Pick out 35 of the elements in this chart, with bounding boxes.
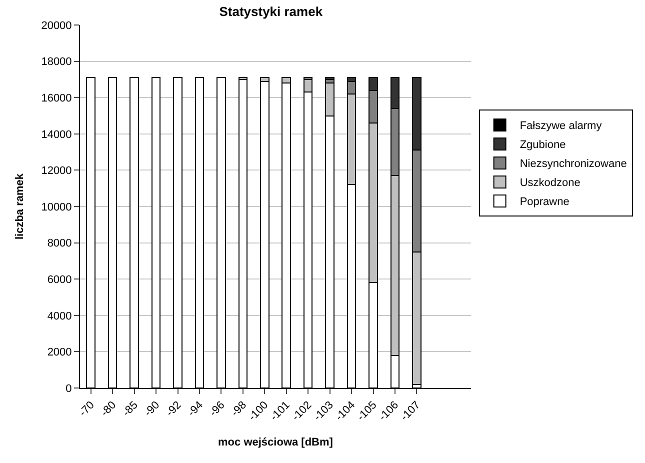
y-axis-title: liczba ramek	[14, 172, 26, 240]
x-axis-title: moc wejściowa [dBm]	[218, 436, 334, 448]
y-tick-label: 10000	[41, 201, 72, 214]
x-tick-label: -105	[355, 399, 380, 424]
y-tick-label: 2000	[47, 346, 72, 359]
legend-label: Fałszywe alarmy	[520, 120, 602, 132]
x-tick-label: -90	[142, 399, 162, 419]
x-tick-label: -85	[120, 399, 140, 419]
x-tick-label: -92	[164, 399, 184, 419]
y-tick-label: 18000	[41, 56, 72, 68]
x-tick-label: -107	[398, 399, 423, 424]
x-tick-label: -104	[333, 399, 358, 424]
y-tick-label: 6000	[47, 274, 72, 286]
x-tick-label: -106	[376, 399, 401, 424]
x-tick-label: -100	[246, 399, 271, 424]
x-tick-label: -101	[268, 399, 292, 424]
x-tick-label: -80	[98, 399, 119, 419]
x-tick-label: -103	[312, 399, 336, 424]
x-tick-label: -98	[229, 399, 249, 419]
x-tick-label: -96	[207, 399, 228, 419]
y-tick-label: 8000	[47, 238, 72, 250]
legend-label: Zgubione	[520, 139, 566, 152]
legend-label: Niezsynchronizowane	[520, 158, 627, 170]
x-tick-label: -102	[290, 399, 314, 424]
x-tick-label: -94	[186, 399, 206, 419]
chart-title: Statystyki ramek	[219, 4, 324, 20]
y-tick-label: 4000	[47, 310, 72, 322]
y-tick-label: 16000	[41, 92, 72, 104]
y-tick-label: 0	[66, 382, 72, 395]
y-tick-label: 12000	[41, 165, 72, 178]
x-tick-label: -70	[77, 399, 97, 419]
y-tick-label: 14000	[41, 128, 72, 141]
legend-label: Poprawne	[520, 196, 570, 208]
legend-label: Uszkodzone	[520, 177, 580, 190]
y-tick-label: 20000	[41, 20, 72, 32]
